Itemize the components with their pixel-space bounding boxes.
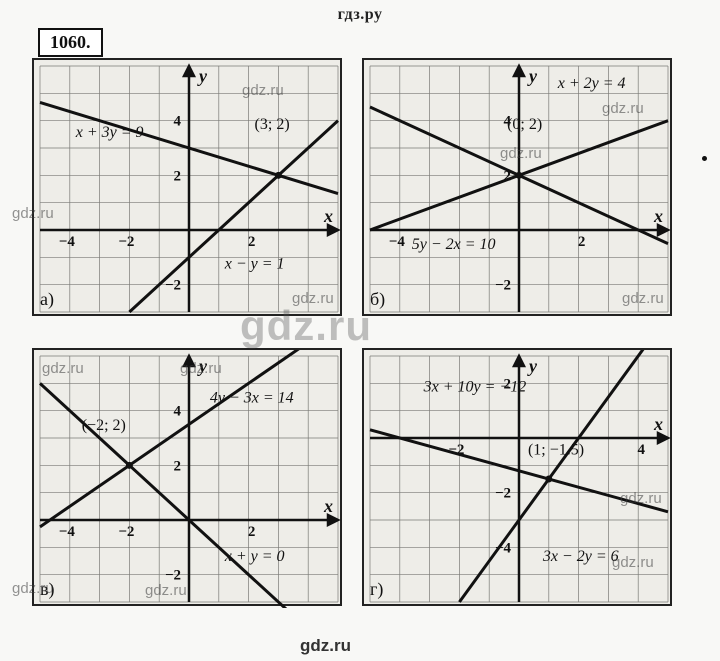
svg-text:(3; 2): (3; 2) [255, 116, 290, 133]
svg-text:3x − 2y = 6: 3x − 2y = 6 [542, 548, 619, 565]
chart-svg: −4 −2 2 2 4 −2 x y4y − 3x = 14 x + y = 0 (−2; 2) [34, 350, 344, 608]
intersection-point [516, 172, 523, 179]
panel-letter: б) [370, 289, 385, 310]
charts-container: −4−2224−2xyx + 3y = 9x − y = 1(3; 2)а)−4… [32, 58, 692, 658]
svg-text:−2: −2 [118, 524, 134, 540]
axes [40, 66, 338, 312]
axes [370, 66, 668, 312]
svg-text:3x + 10y = −12: 3x + 10y = −12 [423, 379, 527, 396]
svg-text:x + 3y = 9: x + 3y = 9 [75, 124, 144, 141]
svg-text:4: 4 [637, 442, 645, 458]
svg-text:(0; 2): (0; 2) [507, 116, 542, 133]
chart-svg: −4 −2 2 2 4 −2 x y x + 3y = 9 x − y = 1 (3; 2) [34, 60, 344, 318]
svg-text:−4: −4 [389, 234, 406, 250]
panel-letter: г) [370, 579, 383, 600]
svg-text:−4: −4 [59, 234, 76, 250]
panel-letter: а) [40, 289, 54, 310]
svg-text:x: x [653, 414, 663, 434]
svg-text:x + y = 0: x + y = 0 [224, 548, 285, 565]
svg-text:x: x [653, 206, 663, 226]
intersection-point [545, 476, 552, 483]
chart-panel-a: −4 −2 2 2 4 −2 x y x + 3y = 9 x − y = 1 (3; 2) а) [32, 58, 342, 316]
panel-letter: в) [40, 579, 55, 600]
svg-text:−4: −4 [59, 524, 76, 540]
svg-text:2: 2 [578, 234, 586, 250]
svg-text:2: 2 [174, 168, 182, 184]
svg-text:x − y = 1: x − y = 1 [224, 255, 285, 272]
svg-text:y: y [527, 66, 538, 86]
svg-text:4: 4 [174, 404, 182, 420]
page: гдз.ру 1060. −4 −2 2 2 4 −2 x y x + 3y = 9 x − y … [0, 0, 720, 661]
svg-text:2: 2 [248, 524, 256, 540]
svg-text:−2: −2 [495, 278, 511, 294]
svg-text:x: x [323, 206, 333, 226]
svg-text:x: x [323, 496, 333, 516]
chart-svg: −4224−2xyx + 2y = 45y − 2x = 10(0; 2) [364, 60, 674, 318]
svg-text:2: 2 [248, 234, 256, 250]
svg-text:5y − 2x = 10: 5y − 2x = 10 [412, 236, 496, 253]
site-name: гдз.ру [338, 6, 383, 23]
svg-text:−2: −2 [495, 486, 511, 502]
svg-text:(1; −1.5): (1; −1.5) [528, 441, 584, 458]
svg-text:−2: −2 [165, 568, 181, 584]
svg-text:y: y [197, 356, 208, 376]
problem-number: 1060. [50, 32, 91, 52]
margin-dot [702, 156, 707, 161]
svg-text:y: y [197, 66, 208, 86]
chart-panel-b: −4224−2xyx + 2y = 45y − 2x = 10(0; 2)б) [362, 58, 672, 316]
site-header: гдз.ру [0, 0, 720, 24]
chart-svg: −242−2−4xy3x + 10y = −123x − 2y = 6(1; −… [364, 350, 674, 608]
chart-panel-c: −4 −2 2 2 4 −2 x y4y − 3x = 14 x + y = 0 (−2; 2) в… [32, 348, 342, 606]
svg-text:(−2; 2): (−2; 2) [82, 417, 126, 434]
chart-panel-d: −242−2−4xy3x + 10y = −123x − 2y = 6(1; −… [362, 348, 672, 606]
svg-text:4y − 3x = 14: 4y − 3x = 14 [210, 389, 294, 406]
svg-text:x + 2y = 4: x + 2y = 4 [557, 75, 626, 92]
problem-number-box: 1060. [38, 28, 103, 57]
svg-text:−2: −2 [165, 278, 181, 294]
svg-text:4: 4 [174, 114, 182, 130]
svg-text:2: 2 [174, 458, 182, 474]
svg-text:y: y [527, 356, 538, 376]
intersection-point [126, 462, 133, 469]
svg-text:−2: −2 [118, 234, 134, 250]
intersection-point [275, 172, 282, 179]
